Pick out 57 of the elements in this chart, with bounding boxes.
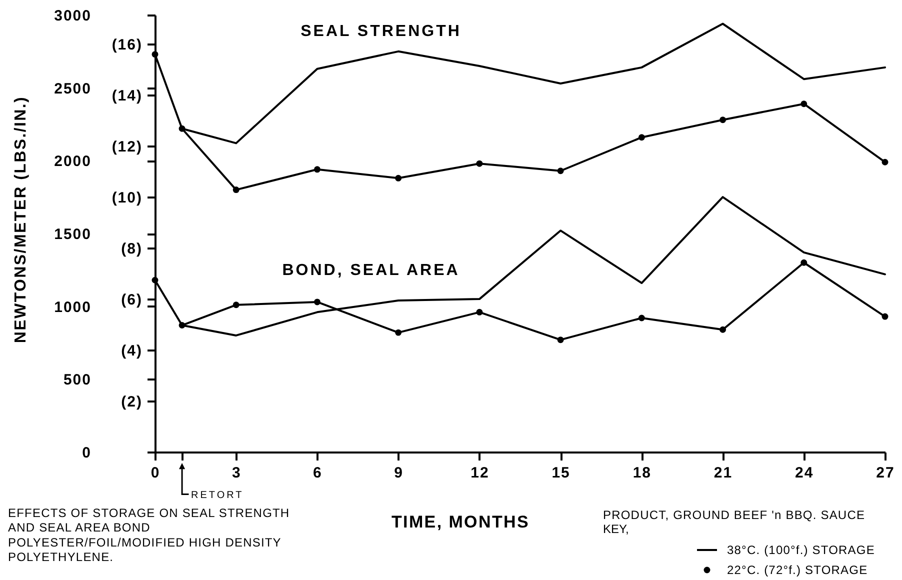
x-tick-label: 24 xyxy=(795,464,814,482)
point xyxy=(476,308,483,316)
y2-tick-label: (16) xyxy=(112,36,142,54)
x-tick-label: 15 xyxy=(552,464,570,482)
y-tick-label: 2000 xyxy=(54,153,92,170)
y-tick-label: 1500 xyxy=(54,226,92,243)
annotation: BOND, SEAL AREA xyxy=(282,262,460,279)
text: PRODUCT, GROUND BEEF 'n BBQ. SAUCE xyxy=(603,508,866,522)
point xyxy=(314,298,320,306)
x-tick-label: 9 xyxy=(394,464,404,482)
annotation: SEAL STRENGTH xyxy=(300,23,462,40)
y-axis-title: NEWTONS/METER (LBS./IN.) xyxy=(12,96,30,344)
point xyxy=(720,326,726,333)
point xyxy=(557,168,564,174)
point xyxy=(476,160,483,167)
point xyxy=(152,276,158,284)
x-tick-label: 6 xyxy=(313,464,322,482)
point xyxy=(395,174,402,182)
point xyxy=(232,186,240,194)
point xyxy=(638,134,645,141)
x-tick-label: 18 xyxy=(632,464,652,482)
y2-tick-label: (6) xyxy=(121,291,142,308)
legend-title: KEY, xyxy=(603,522,629,536)
point xyxy=(178,125,186,132)
y2-tick-label: (8) xyxy=(121,240,142,258)
x-tick-label: 12 xyxy=(470,464,490,482)
x-tick-label: 27 xyxy=(876,464,895,482)
point xyxy=(314,166,320,173)
point xyxy=(882,158,888,166)
x-tick-label: 21 xyxy=(714,464,733,482)
x-axis-title: TIME, MONTHS xyxy=(391,512,530,532)
legend-label: 38°C. (100°f.) STORAGE xyxy=(727,543,875,557)
legend-label: 22°C. (72°f.) STORAGE xyxy=(727,563,868,577)
point xyxy=(178,322,186,329)
text: RETORT xyxy=(191,490,244,501)
y-tick-label: 1000 xyxy=(54,298,92,316)
y2-tick-label: (4) xyxy=(121,342,142,360)
text: EFFECTS OF STORAGE ON SEAL STRENGTH AND SEAL AREA BOND POLYESTER/FOIL/MODIFIED HIGH DENSITY POLYETHYLENE. xyxy=(8,506,290,564)
y2-tick-label: (14) xyxy=(112,87,142,104)
y2-tick-label: (2) xyxy=(121,393,142,410)
x-tick-label: 3 xyxy=(232,464,242,482)
point xyxy=(638,314,645,322)
y-tick-label: 3000 xyxy=(54,8,92,24)
y2-tick-label: (12) xyxy=(112,138,142,156)
point xyxy=(800,100,808,108)
point xyxy=(882,313,888,320)
point xyxy=(232,302,240,308)
point xyxy=(152,51,158,58)
point xyxy=(720,116,726,124)
y-tick-label: 0 xyxy=(82,444,92,462)
y-tick-label: 2500 xyxy=(54,80,92,98)
y-tick-label: 500 xyxy=(63,372,92,389)
point xyxy=(800,259,808,266)
point xyxy=(557,336,564,344)
x-tick-label: 0 xyxy=(150,464,160,482)
point xyxy=(395,329,402,336)
y2-tick-label: (10) xyxy=(112,189,142,206)
